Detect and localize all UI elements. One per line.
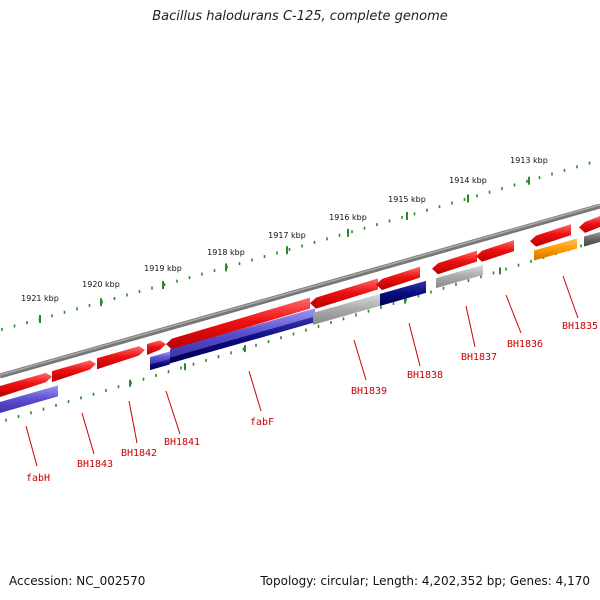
leader-line <box>505 294 522 334</box>
gene-reverse-dark <box>170 316 315 364</box>
gene-orange <box>534 238 577 261</box>
kbp-label: 1919 kbp <box>144 264 182 273</box>
gene-label: BH1843 <box>77 459 113 470</box>
kbp-label-group: 1921 kbp 1920 kbp 1919 kbp 1918 kbp 1917 kbp… <box>21 156 548 324</box>
leader-line <box>248 370 262 412</box>
gene-reverse-dark <box>380 280 426 306</box>
gene-label: BH1841 <box>164 437 200 448</box>
kbp-label: 1918 kbp <box>207 248 245 257</box>
gene-label: BH1839 <box>351 386 387 397</box>
leader-line <box>25 425 38 467</box>
gene-label: fabH <box>26 473 50 484</box>
kbp-label: 1917 kbp <box>268 231 306 240</box>
kbp-label: 1915 kbp <box>388 195 426 204</box>
gene-forward <box>147 340 166 355</box>
kbp-label: 1916 kbp <box>329 213 367 222</box>
gene-label: BH1836 <box>507 339 543 350</box>
leader-line <box>562 275 579 319</box>
topology-text: Topology: circular; Length: 4,202,352 bp… <box>260 574 590 588</box>
kbp-label: 1920 kbp <box>82 280 120 289</box>
gene-forward <box>166 297 310 350</box>
gene-reverse <box>0 385 58 413</box>
gene-forward <box>310 278 378 309</box>
gene-reverse <box>170 308 315 358</box>
gene-grey <box>436 264 483 289</box>
genome-backbone-highlight <box>0 204 600 376</box>
gene-reverse-dark <box>150 358 170 371</box>
leader-line <box>353 339 367 381</box>
leader-line <box>408 322 421 367</box>
gene-group <box>0 216 600 413</box>
gene-label-group: BH1835 BH1836 BH1837 BH1838 BH1839 fabF BH1841… <box>26 321 598 484</box>
accession-text: Accession: NC_002570 <box>9 574 146 588</box>
kbp-label: 1921 kbp <box>21 294 59 303</box>
gene-label: BH1838 <box>407 370 443 381</box>
gene-forward <box>52 360 96 383</box>
gene-forward <box>530 224 571 247</box>
gene-forward <box>97 346 145 370</box>
gene-reverse <box>150 351 170 365</box>
gene-label: BH1835 <box>562 321 598 332</box>
gene-dark-grey <box>584 232 600 247</box>
kbp-label: 1913 kbp <box>510 156 548 165</box>
kbp-label: 1914 kbp <box>449 176 487 185</box>
gene-forward <box>476 240 514 262</box>
gene-label: BH1842 <box>121 448 157 459</box>
leader-line <box>81 412 95 455</box>
gene-forward <box>432 250 477 275</box>
leader-line <box>128 400 138 444</box>
gene-label: fabF <box>250 417 274 428</box>
leader-line <box>465 305 476 348</box>
gene-forward <box>0 372 52 397</box>
gene-grey <box>313 293 383 325</box>
leader-line <box>165 390 181 435</box>
map-title: Bacillus halodurans C-125, complete geno… <box>152 9 448 24</box>
gene-tick-track <box>5 240 595 422</box>
gene-forward <box>579 216 600 233</box>
leader-line-group <box>25 275 579 467</box>
gene-label: BH1837 <box>461 352 497 363</box>
gene-forward <box>376 266 420 290</box>
